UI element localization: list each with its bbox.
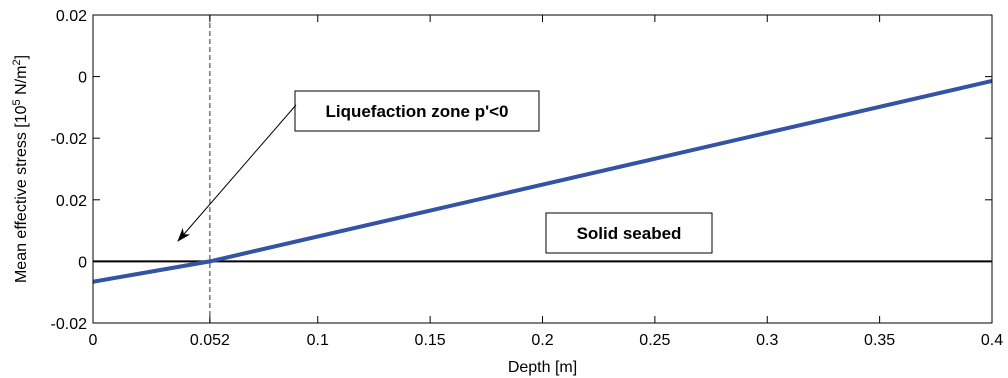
axes: 0 0.052 0.1 0.15 0.2 0.25 0.3 0.35 0.40.020-0.02…	[51, 8, 1004, 349]
y-axis-label-sup: 5	[11, 99, 23, 105]
plot-area	[92, 15, 993, 323]
x-tick-label: 0	[89, 332, 98, 349]
y-axis-label-unit: N/m	[13, 66, 30, 100]
x-tick-label: 0.1	[307, 332, 329, 349]
y-axis-label-close: ]	[13, 55, 30, 59]
x-tick-label: 0.3	[756, 332, 778, 349]
y-axis-label-unit-sup: 2	[11, 59, 23, 65]
x-tick-label: 0.052	[190, 332, 230, 349]
y-tick-label: -0.02	[51, 316, 88, 333]
x-tick-label: 0.15	[415, 332, 446, 349]
y-tick-label: 0.02	[56, 193, 87, 210]
y-axis-label-main: Mean effective stress [10	[13, 105, 30, 283]
series-line-0	[92, 78, 993, 284]
y-tick-label: 0	[78, 70, 87, 87]
y-tick-label: 0.02	[56, 8, 87, 25]
x-tick-label: 0.4	[981, 332, 1003, 349]
x-tick-label: 0.25	[639, 332, 670, 349]
y-axis-label: Mean effective stress [105 N/m2]	[11, 55, 30, 283]
liquefaction-annotation-box	[294, 90, 540, 132]
x-axis-label: Depth [m]	[508, 359, 577, 376]
y-tick-label: 0	[78, 254, 87, 271]
annotations: Liquefaction zone p'<0 Solid seabed	[177, 90, 713, 254]
liquefaction-annotation-text: Liquefaction zone p'<0	[325, 102, 508, 121]
plot-background	[93, 15, 992, 323]
solid-seabed-annotation-box	[545, 212, 713, 254]
liquefaction-arrow	[177, 104, 297, 242]
y-tick-label: -0.02	[51, 131, 88, 148]
x-tick-label: 0.35	[864, 332, 895, 349]
solid-seabed-annotation-text: Solid seabed	[577, 224, 682, 243]
x-tick-label: 0.2	[531, 332, 553, 349]
